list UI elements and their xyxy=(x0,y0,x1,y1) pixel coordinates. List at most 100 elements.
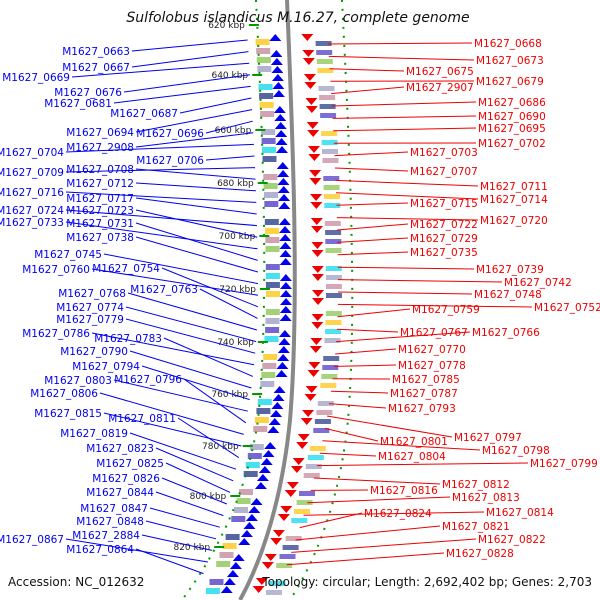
reverse-gene-arrow xyxy=(300,418,313,425)
reverse-gene-arrow xyxy=(311,250,324,257)
forward-leader-line xyxy=(141,365,250,401)
reverse-feature-block xyxy=(317,68,334,73)
forward-leader-line xyxy=(125,318,256,354)
forward-gene-arrow xyxy=(232,554,245,561)
forward-leader-line xyxy=(163,337,253,377)
reverse-feature-block xyxy=(325,320,342,325)
forward-feature-block xyxy=(216,561,231,567)
forward-leader-line xyxy=(127,292,258,331)
forward-feature-block xyxy=(260,111,275,117)
feature-tracks xyxy=(205,39,342,595)
forward-leader-line xyxy=(161,477,228,505)
reverse-leader-line xyxy=(286,552,445,566)
forward-feature-block xyxy=(261,129,276,135)
forward-gene-label: M1627_0708 xyxy=(66,164,134,176)
reverse-feature-block xyxy=(325,284,342,289)
forward-gene-label: M1627_0733 xyxy=(0,217,64,229)
reverse-leader-line xyxy=(316,462,529,467)
forward-feature-block xyxy=(258,84,273,90)
forward-gene-arrow xyxy=(226,570,239,577)
reverse-gene-arrow xyxy=(309,170,322,177)
forward-gene-label: M1627_0768 xyxy=(58,288,126,300)
forward-leader-line xyxy=(199,288,258,319)
forward-gene-arrow xyxy=(256,474,269,481)
forward-gene-arrow xyxy=(262,450,275,457)
forward-gene-label: M1627_2908 xyxy=(66,142,134,154)
reverse-gene-arrow xyxy=(272,530,285,537)
forward-feature-block xyxy=(256,48,271,54)
forward-gene-arrow xyxy=(223,578,236,585)
reverse-gene-label: M1627_0824 xyxy=(364,508,432,520)
forward-gene-arrow xyxy=(279,282,292,289)
forward-feature-block xyxy=(231,516,246,522)
reverse-leader-line xyxy=(333,127,477,132)
reverse-gene-arrow xyxy=(286,482,299,489)
forward-gene-label: M1627_0738 xyxy=(66,232,134,244)
reverse-feature-block xyxy=(321,374,338,379)
forward-gene-arrow xyxy=(273,106,286,113)
forward-gene-arrow xyxy=(245,514,258,521)
forward-gene-arrow xyxy=(278,218,291,225)
reverse-gene-label: M1627_0799 xyxy=(530,458,598,470)
forward-leader-line xyxy=(91,332,255,366)
reverse-feature-block xyxy=(320,113,337,118)
reverse-gene-arrow xyxy=(296,442,309,449)
forward-gene-arrow xyxy=(229,562,242,569)
forward-feature-block xyxy=(234,507,248,513)
reverse-gene-arrow xyxy=(308,362,321,369)
forward-feature-block xyxy=(255,39,270,45)
forward-gene-label: M1627_0803 xyxy=(44,375,112,387)
forward-gene-label: M1627_0676 xyxy=(54,87,122,99)
forward-feature-block xyxy=(266,291,280,297)
forward-gene-label: M1627_0681 xyxy=(44,98,112,110)
reverse-gene-arrow xyxy=(305,386,318,393)
kbp-tick-label: 700 kbp xyxy=(219,232,256,242)
forward-feature-block xyxy=(256,408,271,414)
forward-leader-line xyxy=(103,253,259,285)
forward-gene-arrow xyxy=(264,442,277,449)
reverse-leader-line xyxy=(337,266,475,270)
forward-gene-label: M1627_0779 xyxy=(56,314,124,326)
reverse-leader-line xyxy=(337,223,409,231)
reverse-feature-block xyxy=(316,59,333,64)
reverse-gene-label: M1627_0702 xyxy=(478,138,546,150)
reverse-feature-block xyxy=(324,203,341,208)
forward-gene-label: M1627_0712 xyxy=(66,178,134,190)
kbp-tick-label: 660 kbp xyxy=(215,126,252,136)
reverse-feature-block xyxy=(294,509,310,514)
gene-arrows xyxy=(220,34,324,593)
reverse-gene-arrow xyxy=(306,122,319,129)
reverse-gene-label: M1627_0714 xyxy=(480,194,548,206)
reverse-gene-arrow xyxy=(311,322,324,329)
reverse-feature-block xyxy=(322,149,338,154)
forward-gene-label: M1627_0806 xyxy=(30,388,98,400)
reverse-feature-block xyxy=(279,554,296,559)
forward-gene-arrow xyxy=(277,178,290,185)
reverse-gene-label: M1627_0722 xyxy=(410,219,478,231)
forward-leader-lines xyxy=(65,39,259,575)
forward-feature-block xyxy=(239,489,253,495)
forward-gene-arrow xyxy=(277,354,290,361)
reverse-gene-arrow xyxy=(307,130,320,137)
kbp-tick-label: 620 kbp xyxy=(208,21,245,31)
reverse-gene-label: M1627_0742 xyxy=(504,277,572,289)
forward-gene-arrow xyxy=(279,250,292,257)
reverse-gene-label: M1627_0816 xyxy=(370,485,438,497)
reverse-feature-block xyxy=(325,230,342,235)
reverse-gene-label: M1627_2907 xyxy=(406,82,474,94)
reverse-leader-line xyxy=(329,403,387,409)
forward-leader-line xyxy=(103,412,242,447)
reverse-feature-block xyxy=(320,383,337,388)
reverse-gene-label: M1627_0739 xyxy=(476,264,544,276)
reverse-feature-block xyxy=(276,563,293,568)
reverse-leader-line xyxy=(337,251,409,256)
forward-feature-block xyxy=(225,534,240,540)
reverse-feature-block xyxy=(321,140,338,145)
reverse-feature-block xyxy=(316,50,333,55)
forward-gene-arrow xyxy=(220,586,233,593)
reverse-leader-line xyxy=(335,179,479,187)
forward-leader-line xyxy=(135,109,253,133)
